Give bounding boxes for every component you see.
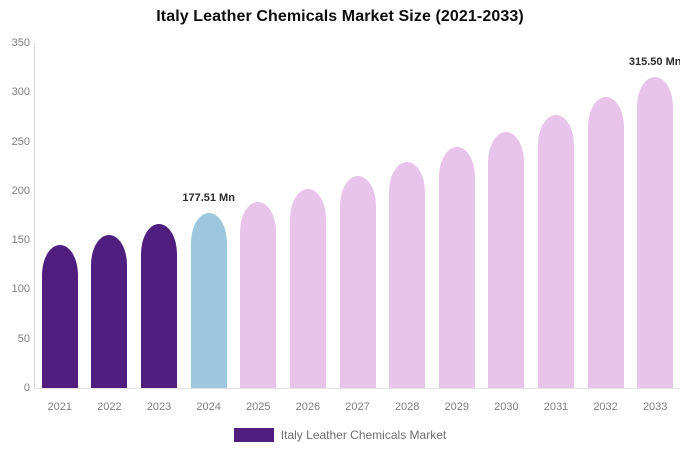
- x-axis-label-2022: 2022: [97, 401, 122, 413]
- legend-label: Italy Leather Chemicals Market: [280, 428, 447, 442]
- y-axis-tick-100: 100: [11, 283, 30, 296]
- y-axis-tick-150: 150: [11, 234, 30, 247]
- x-axis-label-2031: 2031: [543, 401, 569, 413]
- x-axis-label-2028: 2028: [394, 401, 420, 413]
- y-axis-tick-200: 200: [11, 184, 30, 197]
- x-axis-label-2033: 2033: [642, 401, 668, 413]
- x-axis-label-2023: 2023: [146, 401, 172, 413]
- bar-2031[interactable]: [537, 114, 574, 388]
- y-axis-tick-350: 350: [11, 37, 30, 49]
- y-axis-line: [34, 43, 35, 389]
- x-axis-line: [34, 388, 680, 389]
- x-axis-label-2030: 2030: [494, 401, 519, 413]
- bar-2023[interactable]: [141, 224, 178, 388]
- y-axis-tick-0: 0: [23, 382, 30, 394]
- bar-2022[interactable]: [91, 234, 128, 388]
- y-axis-tick-50: 50: [17, 332, 30, 345]
- y-axis-tick-300: 300: [11, 86, 30, 99]
- y-axis-tick-250: 250: [11, 135, 30, 148]
- bar-2024[interactable]: [190, 213, 227, 388]
- x-axis-label-2021: 2021: [47, 401, 73, 413]
- data-label-2033: 315.50 Mn: [628, 56, 680, 68]
- x-axis-label-2027: 2027: [345, 401, 370, 413]
- bar-2025[interactable]: [240, 201, 277, 388]
- legend-swatch: [233, 428, 274, 442]
- x-axis-label-2026: 2026: [295, 401, 321, 413]
- data-label-2024: 177.51 Mn: [182, 192, 235, 205]
- bar-2033[interactable]: [637, 77, 674, 388]
- x-axis-label-2025: 2025: [246, 401, 271, 413]
- bar-2029[interactable]: [438, 147, 475, 388]
- x-axis-label-2024: 2024: [196, 401, 221, 413]
- chart-title: Italy Leather Chemicals Market Size (202…: [156, 8, 524, 25]
- x-axis-label-2032: 2032: [593, 401, 618, 413]
- bar-2030[interactable]: [488, 131, 525, 388]
- bar-2027[interactable]: [339, 176, 376, 388]
- legend: Italy Leather Chemicals Market: [0, 427, 680, 443]
- bar-2026[interactable]: [289, 189, 326, 388]
- bar-2032[interactable]: [587, 96, 624, 388]
- bar-2028[interactable]: [389, 162, 426, 388]
- x-axis-label-2029: 2029: [444, 401, 469, 413]
- bar-2021[interactable]: [41, 244, 78, 388]
